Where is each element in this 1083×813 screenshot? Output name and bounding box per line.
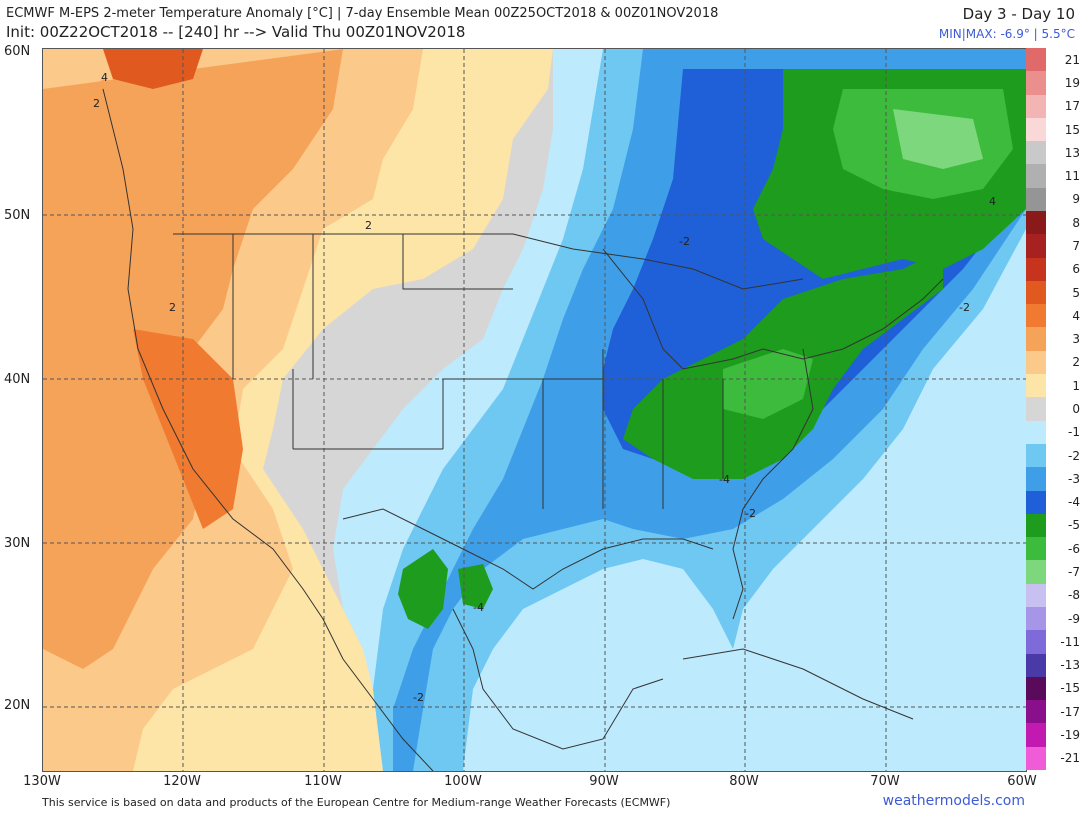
contour-label: 2 [93, 97, 100, 110]
map-title: ECMWF M-EPS 2-meter Temperature Anomaly … [6, 6, 719, 21]
color-scale-swatch [1026, 723, 1046, 748]
contour-label: -2 [959, 301, 970, 314]
color-scale-label: -9 [1068, 611, 1080, 626]
color-scale-swatch [1026, 467, 1046, 491]
color-scale-swatch [1026, 257, 1046, 282]
color-scale-swatch [1026, 397, 1046, 422]
init-valid-line: Init: 00Z22OCT2018 -- [240] hr --> Valid… [6, 23, 466, 41]
color-scale-swatch [1026, 653, 1046, 678]
color-scale-label: 4 [1072, 308, 1080, 323]
color-scale-label: 8 [1072, 215, 1080, 230]
color-scale-label: 13 [1064, 145, 1080, 160]
color-scale-label: -13 [1060, 658, 1080, 673]
color-scale-swatch [1026, 513, 1046, 538]
color-scale-label: -7 [1068, 565, 1080, 580]
contour-label: -2 [679, 235, 690, 248]
color-scale-label: 7 [1072, 238, 1080, 253]
color-scale-label: -19 [1060, 728, 1080, 743]
color-scale-label: -11 [1060, 634, 1080, 649]
color-scale-swatch [1026, 48, 1046, 72]
color-scale-swatch [1026, 700, 1046, 724]
color-scale-swatch [1026, 304, 1046, 328]
color-scale-label: 19 [1064, 75, 1080, 90]
color-scale-swatch [1026, 630, 1046, 655]
color-scale-swatch [1026, 164, 1046, 189]
color-scale-label: -3 [1068, 471, 1080, 486]
lon-label-80w: 80W [729, 774, 759, 789]
contour-label: 4 [989, 195, 996, 208]
lon-label-120w: 120W [163, 774, 201, 789]
lat-label-30n: 30N [4, 536, 31, 551]
contour-label: -4 [719, 473, 730, 486]
lon-label-110w: 110W [304, 774, 342, 789]
color-scale-swatch [1026, 537, 1046, 561]
temperature-color-scale: 21 19 17 15 13 11 9 8 7 6 5 4 3 2 1 0 -1 -2 -3 -4 -5 -6 -7 -8 -9… [1026, 48, 1080, 771]
color-scale-swatch [1026, 71, 1046, 96]
color-scale-swatch [1026, 583, 1046, 608]
lon-label-90w: 90W [589, 774, 619, 789]
color-scale-swatch [1026, 234, 1046, 259]
color-scale-label: 5 [1072, 285, 1080, 300]
color-scale-swatch [1026, 374, 1046, 398]
anomaly-map: 4 2 2 2 -2 -4 -2 -4 -2 -2 4 [42, 48, 1027, 772]
color-scale-label: 15 [1064, 122, 1080, 137]
color-scale-label: -8 [1068, 588, 1080, 603]
color-scale-swatch [1026, 187, 1046, 212]
color-scale-label: 2 [1072, 355, 1080, 370]
color-scale-swatch [1026, 280, 1046, 305]
color-scale-swatch [1026, 443, 1046, 468]
lon-label-100w: 100W [444, 774, 482, 789]
color-scale-label: -2 [1068, 448, 1080, 463]
min-max-readout: MIN|MAX: -6.9° | 5.5°C [938, 27, 1075, 41]
color-scale-label: -17 [1060, 704, 1080, 719]
contour-label: -2 [413, 691, 424, 704]
contour-label: 2 [365, 219, 372, 232]
contour-label: 2 [169, 301, 176, 314]
lon-label-70w: 70W [870, 774, 900, 789]
weathermodels-brand-link[interactable]: weathermodels.com [882, 793, 1025, 809]
lat-label-20n: 20N [4, 698, 31, 713]
lat-label-60n: 60N [4, 44, 31, 59]
color-scale-label: -15 [1060, 681, 1080, 696]
color-scale-swatch [1026, 141, 1046, 165]
color-scale-swatch [1026, 327, 1046, 352]
ecmwf-credit: This service is based on data and produc… [42, 796, 671, 809]
day-range: Day 3 - Day 10 [962, 5, 1075, 23]
color-scale-label: 21 [1064, 52, 1080, 67]
color-scale-swatch [1026, 117, 1046, 142]
color-scale-label: 11 [1064, 169, 1080, 184]
color-scale-swatch [1026, 211, 1046, 235]
color-scale-label: -6 [1068, 541, 1080, 556]
color-scale-label: 3 [1072, 332, 1080, 347]
lat-label-50n: 50N [4, 208, 31, 223]
color-scale-swatch [1026, 420, 1046, 445]
color-scale-swatch [1026, 490, 1046, 515]
color-scale-label: -21 [1060, 751, 1080, 766]
color-scale-swatch [1026, 560, 1046, 585]
color-scale-label: 9 [1072, 192, 1080, 207]
contour-label: 4 [101, 71, 108, 84]
color-scale-label: 1 [1072, 378, 1080, 393]
color-scale-label: 17 [1064, 99, 1080, 114]
color-scale-swatch [1026, 746, 1046, 771]
color-scale-swatch [1026, 606, 1046, 631]
color-scale-label: 6 [1072, 262, 1080, 277]
color-scale-label: -5 [1068, 518, 1080, 533]
color-scale-swatch [1026, 94, 1046, 119]
color-scale-label: -1 [1068, 425, 1080, 440]
color-scale-label: 0 [1072, 402, 1080, 416]
contour-label: -2 [745, 507, 756, 520]
color-scale-swatch [1026, 676, 1046, 701]
contour-label: -4 [473, 601, 484, 614]
lat-label-40n: 40N [4, 372, 31, 387]
lon-label-60w: 60W [1007, 774, 1037, 789]
color-scale-swatch [1026, 350, 1046, 375]
lon-label-130w: 130W [23, 774, 61, 789]
color-scale-label: -4 [1068, 495, 1080, 510]
